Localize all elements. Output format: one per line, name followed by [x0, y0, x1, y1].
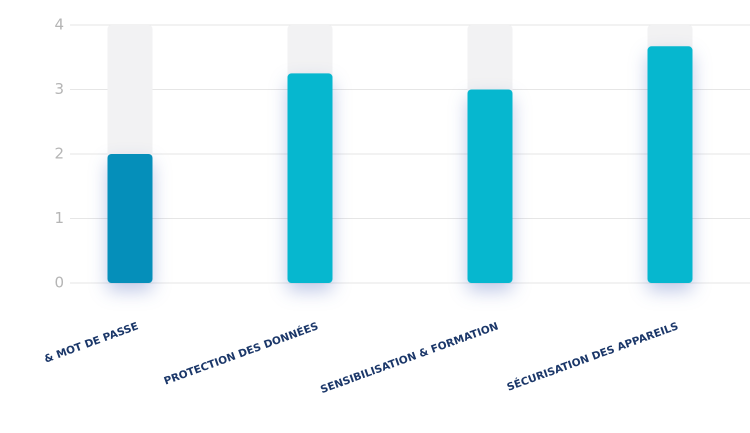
- y-tick-label: 3: [54, 80, 64, 98]
- bar: [647, 46, 693, 283]
- bar: [287, 73, 333, 283]
- bar: [107, 154, 153, 283]
- x-tick-label: PROTECTION DES DONNÉES: [162, 319, 320, 387]
- y-tick-label: 4: [54, 16, 64, 34]
- y-tick-label: 1: [54, 209, 64, 227]
- y-tick-label: 2: [54, 145, 64, 163]
- x-tick-label: SÉCURISATION DES APPAREILS: [505, 319, 680, 393]
- x-tick-label: SENSIBILISATION & FORMATION: [319, 320, 500, 396]
- bar: [467, 89, 513, 283]
- y-tick-label: 0: [54, 274, 64, 292]
- x-tick-label: & MOT DE PASSE: [43, 320, 140, 365]
